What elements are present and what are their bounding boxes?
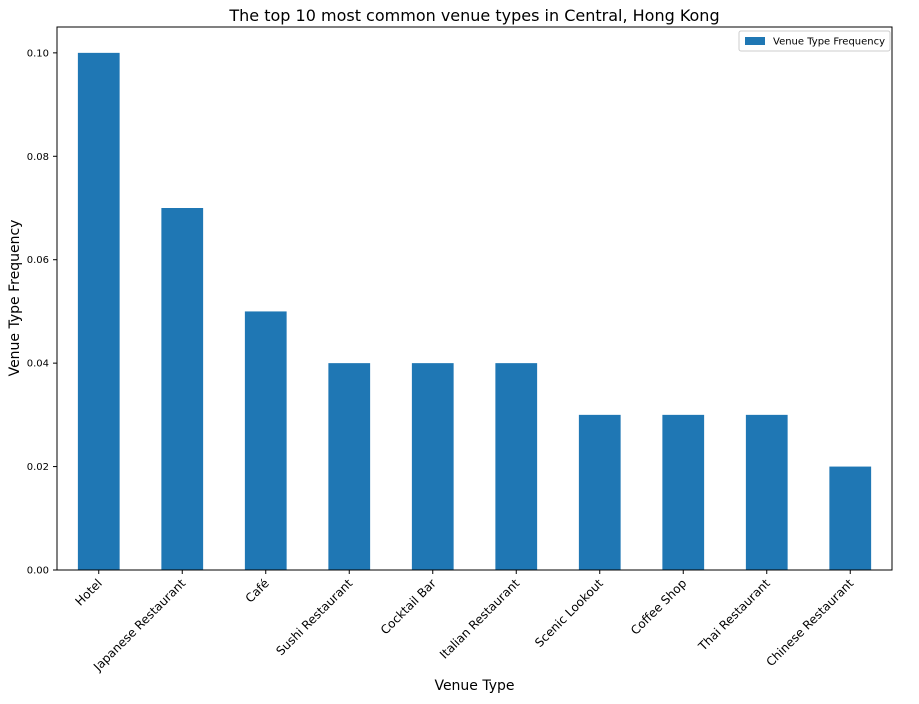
- x-tick-label: Cocktail Bar: [378, 576, 439, 637]
- x-tick-label: Japanese Restaurant: [90, 576, 188, 674]
- legend-frame: [738, 30, 891, 52]
- x-axis-label: Venue Type: [434, 678, 514, 694]
- x-tick-label: Sushi Restaurant: [273, 576, 355, 658]
- y-tick-label: 0.04: [27, 359, 49, 370]
- bar: [77, 52, 120, 571]
- bar: [495, 363, 538, 570]
- bar: [662, 414, 705, 570]
- legend-label: Venue Type Frequency: [773, 37, 885, 48]
- bar: [829, 466, 872, 570]
- y-tick-label: 0.00: [27, 566, 49, 577]
- chart-title: The top 10 most common venue types in Ce…: [228, 6, 719, 25]
- x-tick-label: Hotel: [72, 576, 104, 608]
- bar: [161, 208, 204, 570]
- y-tick-label: 0.06: [27, 255, 49, 266]
- x-tick-label: Scenic Lookout: [532, 576, 606, 650]
- x-tick-label: Coffee Shop: [628, 576, 689, 637]
- x-tick-label: Chinese Restaurant: [763, 576, 856, 669]
- plot-frame: [56, 26, 893, 571]
- y-tick-label: 0.10: [27, 48, 49, 59]
- x-tick-label: Italian Restaurant: [437, 576, 523, 662]
- legend: Venue Type Frequency: [738, 30, 891, 52]
- y-axis-label: Venue Type Frequency: [7, 220, 23, 377]
- bar: [244, 311, 287, 570]
- x-tick-label: Thai Restaurant: [695, 576, 773, 654]
- x-tick-label: Café: [243, 576, 272, 605]
- y-tick-label: 0.02: [27, 462, 49, 473]
- bar: [328, 363, 371, 570]
- legend-swatch: [745, 37, 765, 45]
- bar: [578, 414, 621, 570]
- bar: [745, 414, 788, 570]
- bar: [411, 363, 454, 570]
- y-tick-label: 0.08: [27, 152, 49, 163]
